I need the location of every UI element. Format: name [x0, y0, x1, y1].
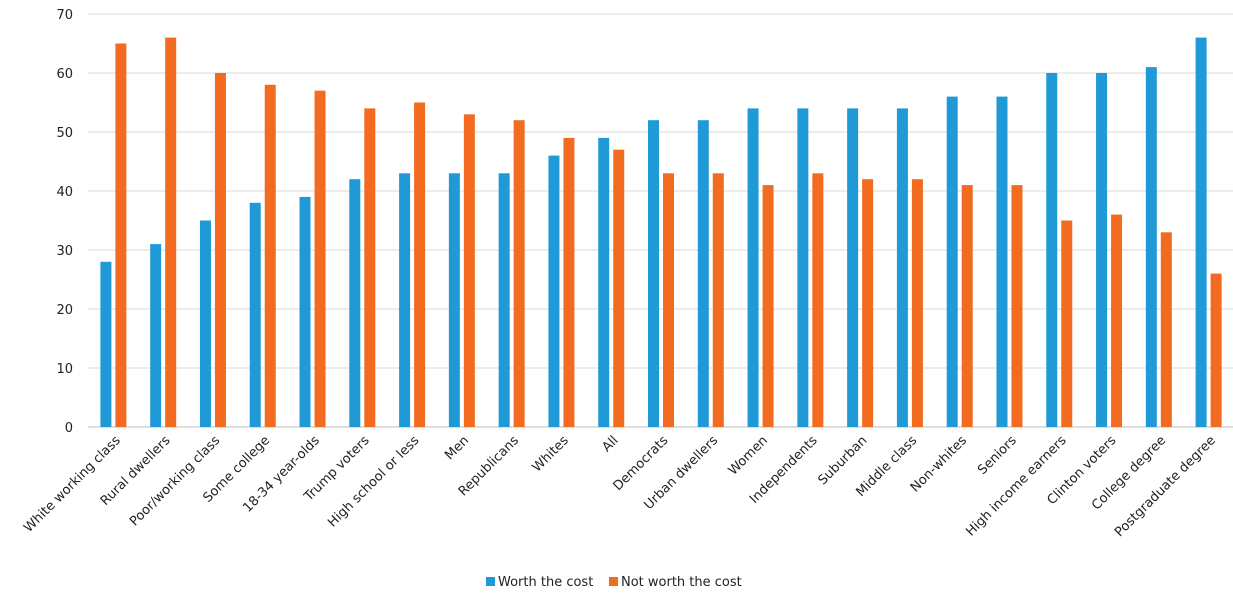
legend-label-not-worth-the-cost: Not worth the cost: [621, 575, 742, 590]
gridlines: [88, 13, 1233, 428]
bar-not-worth-18: [1011, 185, 1023, 427]
x-tick-label-7: Men: [442, 433, 472, 463]
bar-not-worth-15: [862, 179, 874, 427]
x-tick-label-19: High income earners: [963, 433, 1069, 539]
bar-worth-22: [1195, 37, 1207, 427]
bar-not-worth-10: [613, 149, 625, 427]
legend: Worth the cost Not worth the cost: [486, 575, 742, 590]
legend-swatch-worth-the-cost: [486, 577, 495, 586]
bar-worth-20: [1096, 73, 1108, 427]
bar-not-worth-2: [214, 73, 226, 427]
bar-worth-15: [847, 108, 859, 428]
y-tick-label-0: 0: [65, 421, 73, 436]
bar-worth-3: [249, 202, 261, 427]
bar-worth-5: [349, 179, 361, 427]
bar-not-worth-19: [1061, 220, 1073, 427]
bar-worth-7: [448, 173, 460, 427]
bar-worth-21: [1145, 67, 1157, 427]
bar-worth-16: [896, 108, 908, 428]
bar-not-worth-1: [165, 37, 177, 427]
bar-worth-6: [399, 173, 411, 427]
bar-not-worth-9: [563, 137, 575, 427]
bar-not-worth-8: [513, 120, 525, 427]
bar-worth-8: [498, 173, 510, 427]
x-tick-label-9: Whites: [530, 433, 572, 475]
bar-not-worth-3: [264, 84, 276, 428]
bar-worth-12: [697, 120, 709, 427]
bar-not-worth-13: [762, 185, 774, 427]
bars: [100, 37, 1222, 428]
x-tick-label-22: Postgraduate degree: [1112, 433, 1219, 540]
bar-not-worth-11: [663, 173, 674, 427]
y-axis: 0 10 20 30 40 50 60 70: [56, 8, 73, 436]
bar-not-worth-21: [1160, 232, 1172, 427]
bar-worth-17: [946, 96, 958, 427]
y-tick-label-50: 50: [56, 126, 73, 141]
bar-not-worth-14: [812, 173, 824, 427]
bar-worth-2: [199, 220, 211, 427]
y-tick-label-40: 40: [56, 185, 73, 200]
y-tick-label-60: 60: [56, 67, 73, 82]
bar-worth-18: [996, 96, 1008, 427]
bar-worth-19: [1046, 73, 1058, 427]
x-tick-label-13: Women: [726, 433, 771, 478]
bar-not-worth-6: [414, 102, 426, 427]
bar-not-worth-0: [115, 43, 127, 427]
bar-worth-9: [548, 155, 560, 427]
bar-worth-14: [797, 108, 809, 428]
x-tick-label-18: Seniors: [975, 433, 1020, 478]
bar-worth-13: [747, 108, 759, 428]
bar-not-worth-22: [1210, 273, 1222, 427]
bar-not-worth-16: [911, 179, 923, 427]
bar-not-worth-5: [364, 108, 376, 428]
bar-worth-10: [598, 137, 610, 427]
y-tick-label-10: 10: [56, 362, 73, 377]
bar-worth-4: [299, 196, 311, 427]
bar-worth-1: [150, 244, 162, 427]
bar-not-worth-20: [1111, 214, 1123, 427]
bar-worth-0: [100, 261, 112, 427]
x-tick-label-6: High school or less: [325, 433, 422, 530]
legend-label-worth-the-cost: Worth the cost: [498, 575, 593, 590]
bar-not-worth-7: [463, 114, 475, 428]
x-tick-label-0: White working class: [21, 433, 124, 536]
y-tick-label-70: 70: [56, 8, 73, 23]
bar-not-worth-17: [961, 185, 973, 427]
bar-not-worth-4: [314, 90, 326, 427]
y-tick-label-20: 20: [56, 303, 73, 318]
y-tick-label-30: 30: [56, 244, 73, 259]
legend-swatch-not-worth-the-cost: [609, 577, 618, 586]
bar-worth-11: [648, 120, 659, 427]
bar-not-worth-12: [712, 173, 724, 427]
x-tick-label-2: Poor/working class: [127, 433, 223, 529]
x-tick-label-10: All: [600, 433, 622, 455]
